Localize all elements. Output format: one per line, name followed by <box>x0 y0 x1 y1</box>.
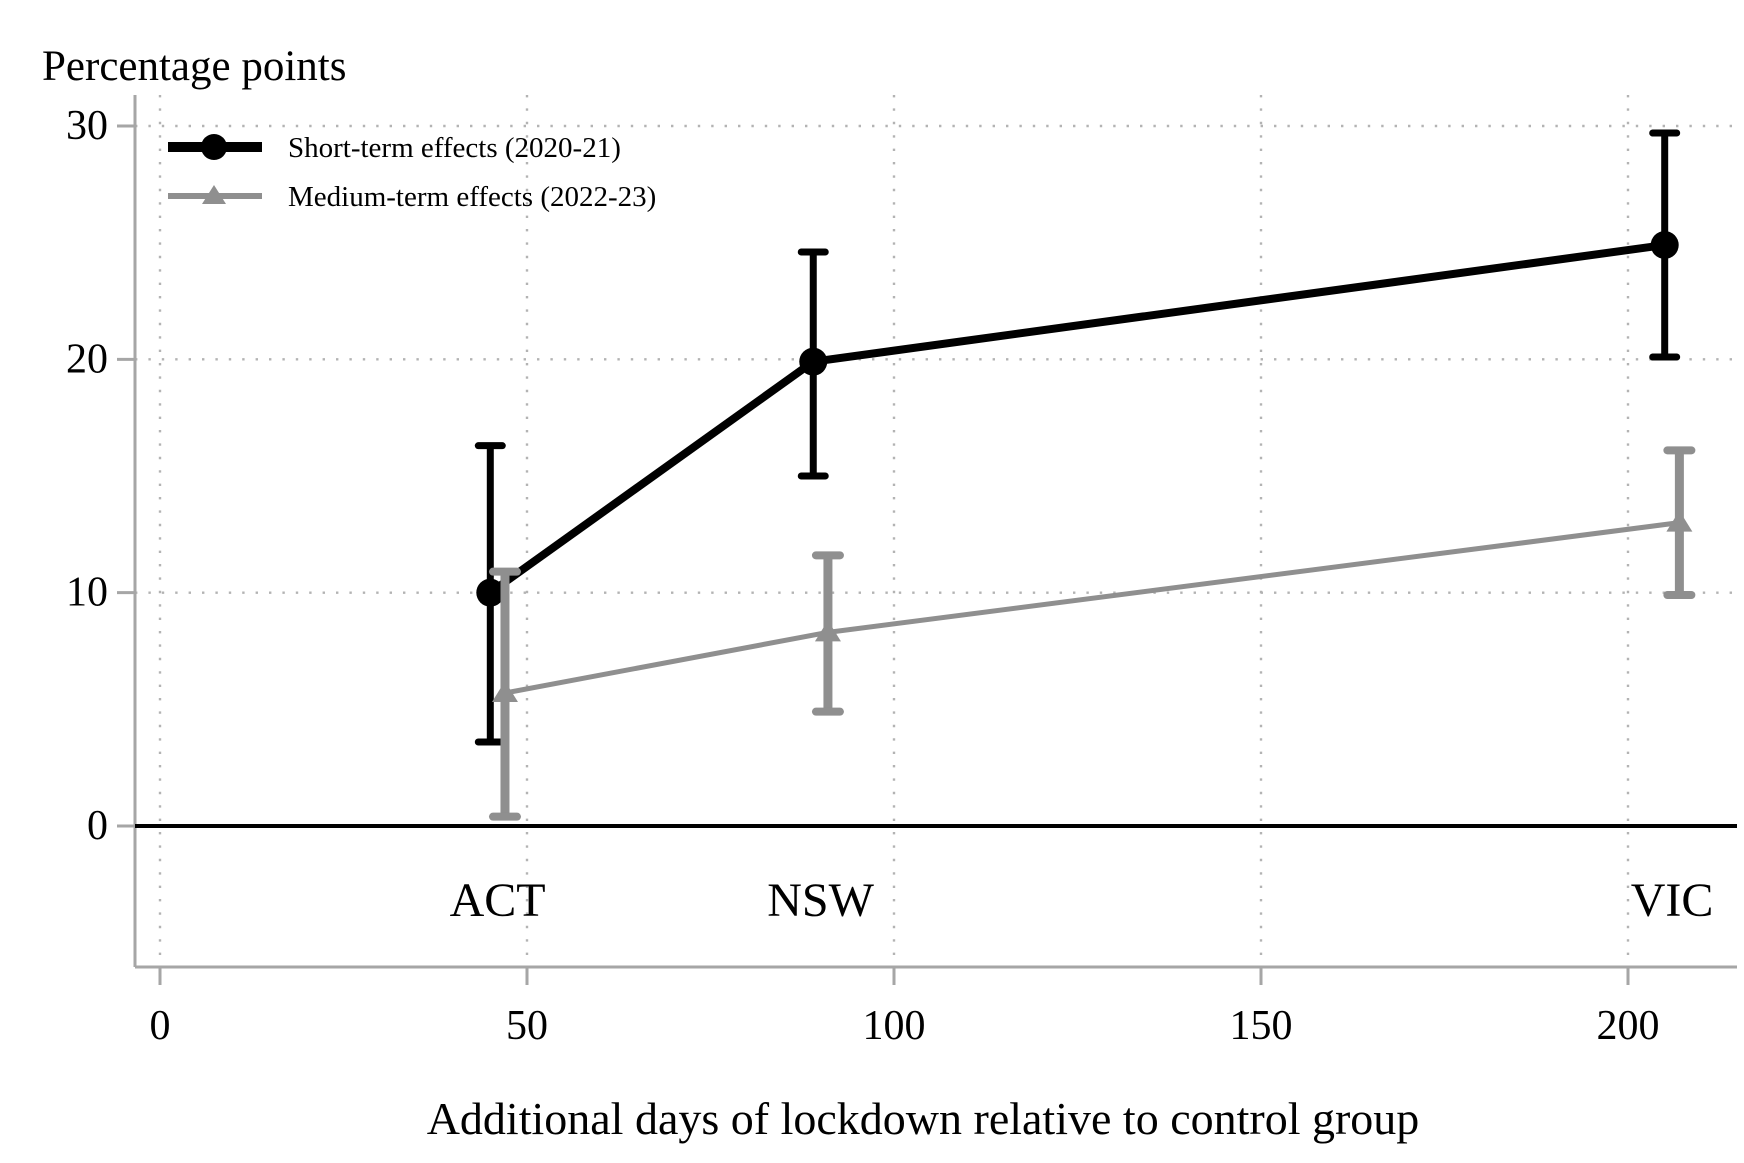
data-point-triangle <box>491 681 518 702</box>
x-tick-label: 150 <box>1230 1003 1293 1049</box>
data-point-triangle <box>814 620 841 642</box>
series-line-short-term <box>487 241 1666 596</box>
state-label-vic: VIC <box>1631 874 1714 927</box>
x-tick-label: 0 <box>150 1003 171 1049</box>
x-axis-title: Additional days of lockdown relative to … <box>426 1093 1420 1144</box>
series-line-medium-term <box>504 520 1680 696</box>
y-tick-label: 30 <box>66 103 108 149</box>
data-point-triangle <box>1666 510 1693 532</box>
data-point-circle <box>1650 231 1679 259</box>
x-tick-label: 100 <box>863 1003 926 1049</box>
legend-circle-marker <box>201 134 227 160</box>
legend-entry-label: Short-term effects (2020-21) <box>288 132 621 164</box>
x-tick-label: 50 <box>506 1003 548 1049</box>
x-tick-label: 200 <box>1597 1003 1660 1049</box>
data-point-circle <box>476 578 505 607</box>
legend-triangle-marker <box>202 185 226 204</box>
state-label-nsw: NSW <box>767 874 874 927</box>
y-tick-label: 0 <box>87 803 108 849</box>
data-point-circle <box>799 347 828 376</box>
y-axis-title: Percentage points <box>42 43 347 90</box>
y-tick-label: 20 <box>66 336 108 382</box>
legend-entry-label: Medium-term effects (2022-23) <box>288 181 656 213</box>
y-tick-label: 10 <box>66 570 108 616</box>
state-label-act: ACT <box>450 874 546 927</box>
